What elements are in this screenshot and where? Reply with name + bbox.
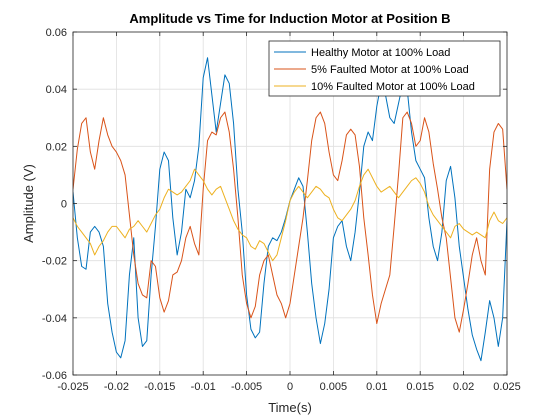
- y-tick-label: 0.04: [46, 84, 67, 96]
- x-tick-label: -0.02: [104, 381, 129, 393]
- y-tick-label: 0.02: [46, 141, 67, 153]
- legend-label-10pct-faulted: 10% Faulted Motor at 100% Load: [311, 81, 475, 93]
- y-tick-label: -0.02: [42, 256, 67, 268]
- legend-label-5pct-faulted: 5% Faulted Motor at 100% Load: [311, 64, 469, 76]
- x-tick-label: -0.015: [144, 381, 175, 393]
- x-tick-labels: -0.025 -0.02 -0.015 -0.01 -0.005 0 0.005 0.01 0.…: [57, 381, 520, 393]
- series-line-5pct-faulted: [73, 111, 507, 333]
- series-line-10pct-faulted: [73, 168, 507, 262]
- legend-label-healthy: Healthy Motor at 100% Load: [311, 47, 450, 59]
- legend: Healthy Motor at 100% Load 5% Faulted Mo…: [268, 40, 501, 97]
- x-tick-label: 0.01: [366, 381, 387, 393]
- x-tick-label: -0.025: [57, 381, 88, 393]
- x-tick-label: 0: [287, 381, 293, 393]
- legend-box: [268, 40, 501, 97]
- x-tick-label: -0.005: [231, 381, 262, 393]
- series-layer: [73, 57, 507, 362]
- x-axis-title: Time(s): [268, 400, 312, 415]
- chart-title: Amplitude vs Time for Induction Motor at…: [129, 11, 450, 26]
- y-tick-labels: -0.06 -0.04 -0.02 0 0.02 0.04 0.06: [42, 27, 67, 382]
- y-tick-label: 0.06: [46, 27, 67, 39]
- y-tick-label: -0.06: [42, 370, 67, 382]
- y-tick-label: -0.04: [42, 313, 67, 325]
- y-axis-title: Amplitude (V): [21, 164, 36, 243]
- x-tick-label: 0.005: [320, 381, 348, 393]
- ticks: [72, 31, 508, 376]
- x-tick-label: -0.01: [191, 381, 216, 393]
- y-tick-label: 0: [61, 199, 67, 211]
- x-tick-label: 0.02: [453, 381, 474, 393]
- x-tick-label: 0.025: [493, 381, 521, 393]
- x-tick-label: 0.015: [406, 381, 434, 393]
